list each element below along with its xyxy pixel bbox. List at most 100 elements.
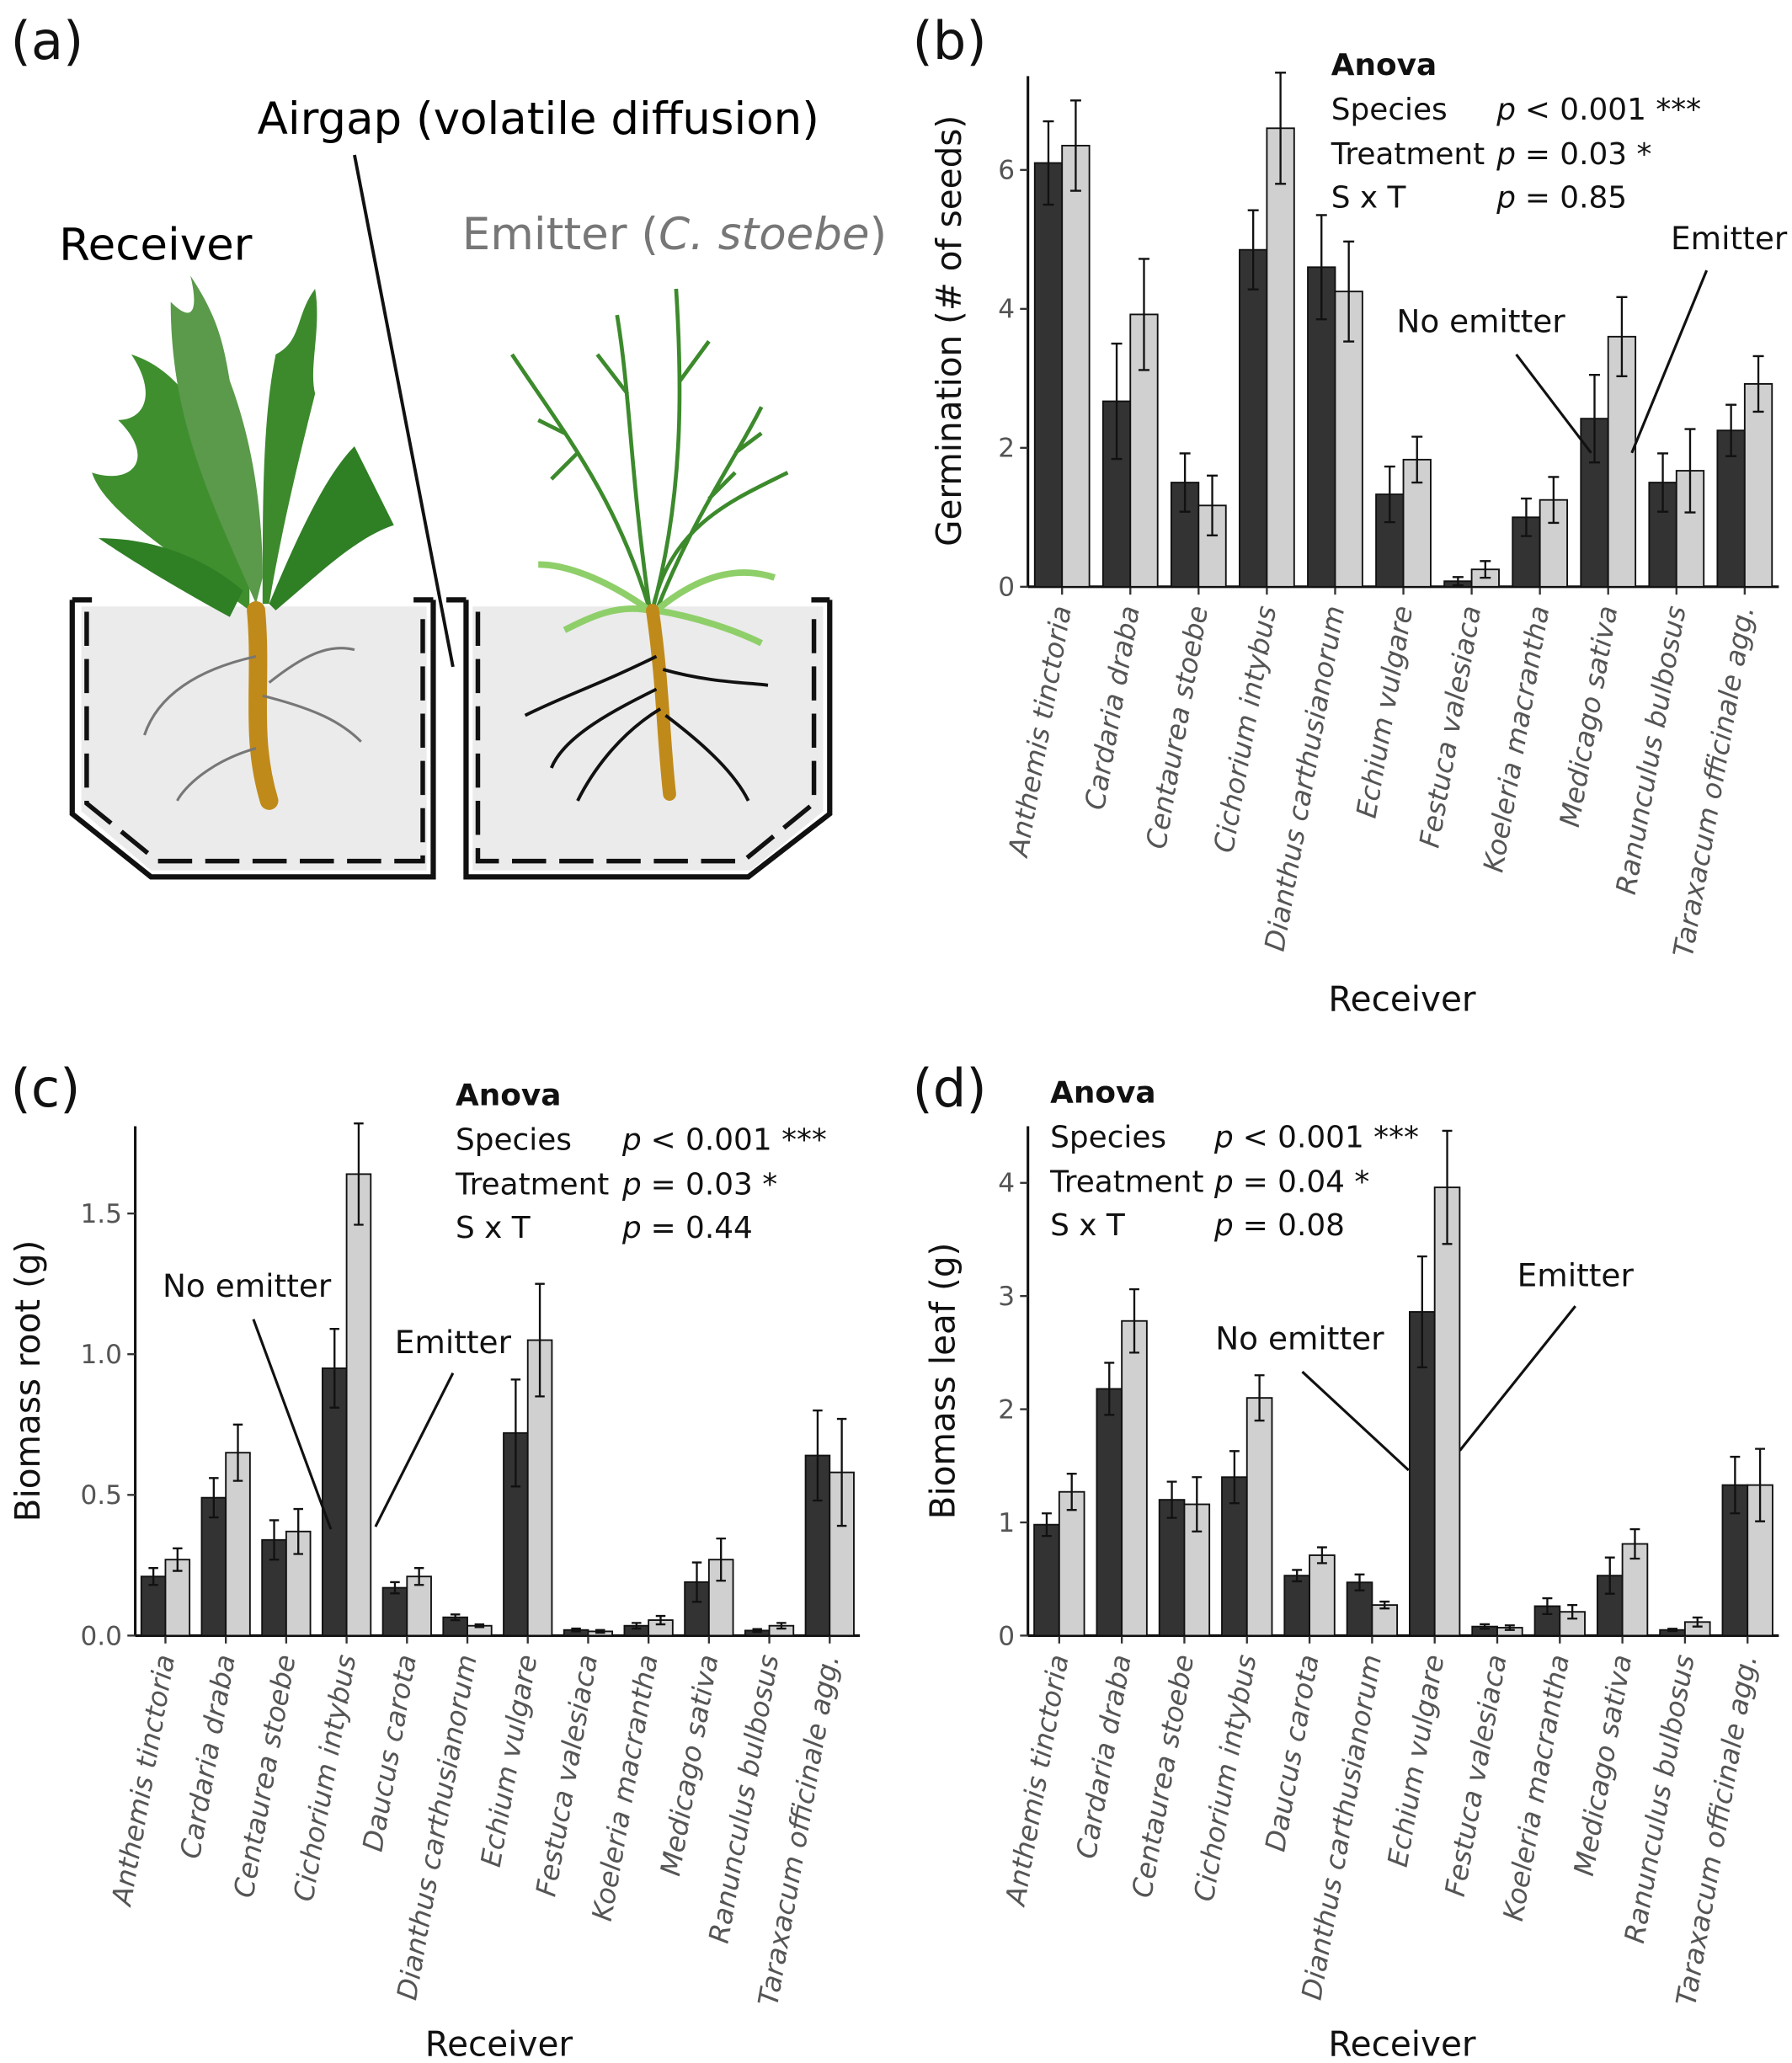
error-bar [173, 1547, 183, 1572]
p-symbol: p [621, 1123, 642, 1158]
error-bar [1567, 1603, 1578, 1620]
legend-pointer [1301, 1370, 1410, 1472]
x-tick-label: Anthemis tinctoria [105, 1652, 181, 1909]
error-bar [1520, 497, 1532, 537]
error-bar [776, 1622, 787, 1630]
error-bar [535, 1282, 545, 1398]
anova-title: Anova [1050, 1075, 1155, 1110]
error-bar [1254, 1374, 1265, 1422]
error-bar [1043, 120, 1054, 206]
legend-label: No emitter [163, 1267, 332, 1304]
bar [1371, 1604, 1399, 1637]
y-tick-label: 0.5 [80, 1480, 122, 1511]
y-tick-label: 6 [998, 156, 1015, 186]
error-bar [1129, 1287, 1139, 1354]
error-bar [1589, 374, 1600, 464]
x-tick-label: Anthemis tinctoria [1002, 604, 1078, 861]
legend-pointer [252, 1319, 333, 1530]
error-bar [209, 1477, 219, 1519]
error-bar [450, 1613, 461, 1622]
error-bar [1629, 1527, 1640, 1560]
bar [1096, 1388, 1123, 1637]
panel-a: (a) Airgap (volatile diffusion) Receiver… [11, 10, 887, 880]
bar [1309, 1554, 1336, 1637]
y-tick-label: 1.0 [80, 1340, 122, 1370]
p-symbol: p [1496, 180, 1516, 215]
error-bar [1604, 1556, 1615, 1595]
anova-term: Treatment [1049, 1165, 1203, 1200]
anova-term: Treatment [1331, 137, 1485, 172]
bar [1433, 1186, 1461, 1637]
bar [406, 1575, 432, 1637]
anova-term: Species [456, 1123, 572, 1158]
airgap-label: Airgap (volatile diffusion) [258, 93, 819, 145]
y-tick-label: 4 [998, 295, 1015, 325]
bar [164, 1559, 191, 1637]
error-bar [1315, 214, 1327, 321]
pot-outline [463, 600, 833, 880]
error-bar [1069, 99, 1081, 192]
bar [225, 1452, 251, 1637]
error-bar [1104, 1362, 1115, 1416]
y-axis-title: Biomass root (g) [8, 1240, 48, 1522]
error-bar [269, 1519, 280, 1561]
p-symbol: p [1496, 93, 1516, 127]
bar [1743, 382, 1773, 588]
p-value: = 0.03 * [651, 1168, 778, 1202]
bar [1058, 1490, 1085, 1637]
legend-pointer [1459, 1305, 1576, 1452]
anova-stat: p = 0.44 [621, 1211, 753, 1245]
y-tick-label: 3 [998, 1282, 1015, 1312]
error-bar [1616, 296, 1628, 378]
bar [1158, 1499, 1186, 1637]
error-bar [1229, 1450, 1240, 1505]
bar [1033, 1523, 1060, 1637]
anova-title: Anova [1331, 48, 1437, 83]
y-axis-title: Biomass leaf (g) [922, 1243, 963, 1520]
x-tick-label: Centaurea stoebe [227, 1652, 301, 1900]
receiver-label: Receiver [59, 220, 252, 271]
error-bar [1354, 1573, 1365, 1591]
bar [1033, 162, 1064, 588]
emitter-text: Emitter ( [462, 209, 659, 260]
panel-label: (b) [912, 10, 986, 72]
p-symbol: p [621, 1168, 642, 1202]
anova-term: S x T [456, 1211, 531, 1245]
x-tick-label: Cichorium intybus [1208, 604, 1283, 856]
bar [1245, 1397, 1273, 1637]
x-tick-label: Daucus carota [1259, 1652, 1325, 1854]
p-value: = 0.85 [1525, 180, 1627, 215]
anova-stat: p = 0.03 * [621, 1168, 777, 1202]
panel-label: (c) [11, 1058, 81, 1119]
x-tick-label: Koeleria macrantha [1497, 1652, 1576, 1923]
emitter-text: ) [869, 209, 887, 260]
bar [1121, 1319, 1148, 1637]
bar [1266, 127, 1295, 588]
x-tick-label: Festuca valesiaca [1439, 1652, 1513, 1899]
error-bar [1657, 452, 1669, 513]
legend-pointer [1630, 269, 1709, 454]
error-bar [1166, 1480, 1177, 1519]
p-symbol: p [1213, 1208, 1234, 1243]
error-bar [1480, 560, 1491, 579]
error-bar [1379, 1600, 1390, 1610]
error-bar [1179, 452, 1191, 513]
error-bar [232, 1423, 243, 1482]
anova-stat: p < 0.001 *** [621, 1123, 827, 1158]
y-tick-label: 0.0 [80, 1621, 122, 1651]
anova-term: Species [1331, 93, 1448, 127]
anova-stat: p < 0.001 *** [1496, 93, 1701, 127]
y-tick-label: 4 [998, 1169, 1015, 1199]
p-value: = 0.04 * [1243, 1165, 1370, 1200]
legend-label: No emitter [1396, 302, 1565, 339]
x-tick-label: Festuca valesiaca [1413, 604, 1487, 850]
p-value: < 0.001 *** [1243, 1120, 1419, 1154]
error-bar [595, 1629, 605, 1634]
anova-stat: p = 0.03 * [1496, 137, 1651, 172]
error-bar [1684, 428, 1696, 514]
anova-stat: p = 0.08 [1213, 1208, 1345, 1243]
legend-label: No emitter [1215, 1320, 1384, 1357]
x-tick-label: Ranunculus bulbosus [1610, 604, 1693, 898]
p-symbol: p [1213, 1120, 1234, 1154]
error-bar [1111, 342, 1123, 461]
